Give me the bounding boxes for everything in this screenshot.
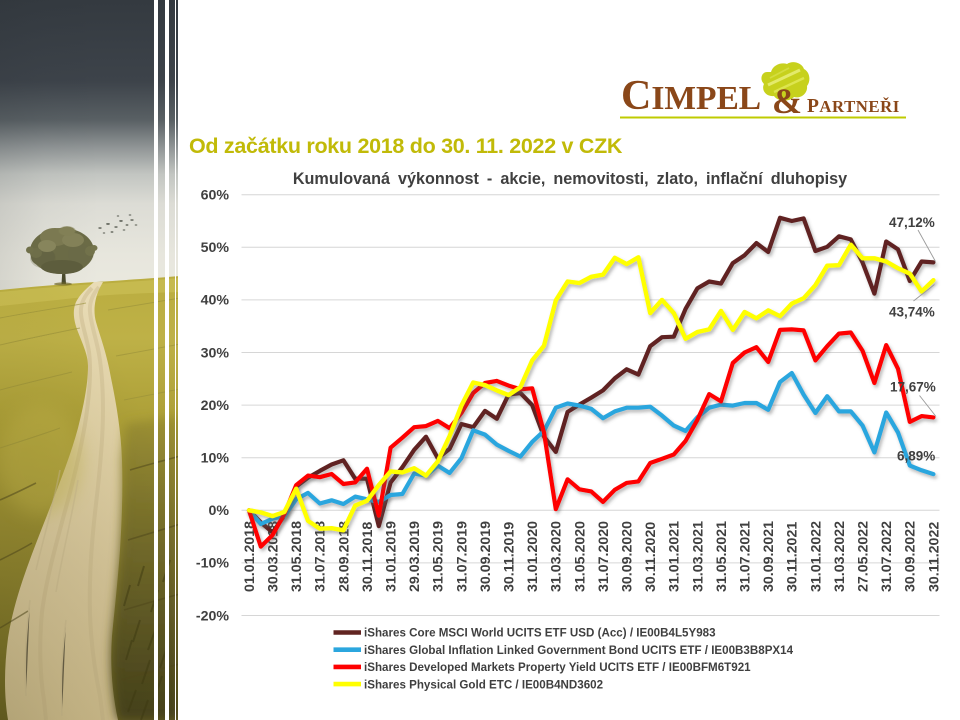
svg-text:iShares Developed Markets Prop: iShares Developed Markets Property Yield… bbox=[364, 661, 751, 674]
svg-text:30.11.2020: 30.11.2020 bbox=[643, 522, 659, 592]
svg-text:iShares Physical Gold ETC / IE: iShares Physical Gold ETC / IE00B4ND3602 bbox=[364, 678, 603, 691]
svg-text:-20%: -20% bbox=[196, 608, 230, 624]
svg-text:31.05.2021: 31.05.2021 bbox=[714, 521, 730, 592]
svg-text:29.03.2019: 29.03.2019 bbox=[407, 521, 423, 592]
svg-text:30.09.2020: 30.09.2020 bbox=[620, 521, 636, 592]
svg-text:40%: 40% bbox=[201, 293, 230, 309]
svg-text:31.01.2019: 31.01.2019 bbox=[384, 521, 400, 592]
svg-text:31.07.2019: 31.07.2019 bbox=[454, 521, 470, 592]
svg-text:0%: 0% bbox=[208, 503, 229, 519]
svg-text:6,89%: 6,89% bbox=[897, 449, 935, 464]
svg-text:31.03.2020: 31.03.2020 bbox=[549, 521, 565, 592]
svg-text:50%: 50% bbox=[201, 240, 230, 256]
svg-text:31.05.2018: 31.05.2018 bbox=[289, 521, 305, 592]
svg-text:60%: 60% bbox=[201, 188, 230, 204]
svg-text:30.09.2019: 30.09.2019 bbox=[478, 521, 494, 592]
svg-text:01.01.2018: 01.01.2018 bbox=[242, 521, 258, 592]
svg-text:31.03.2022: 31.03.2022 bbox=[832, 521, 848, 592]
svg-text:27.05.2022: 27.05.2022 bbox=[856, 521, 872, 592]
svg-text:iShares Global Inflation Linke: iShares Global Inflation Linked Governme… bbox=[364, 644, 794, 657]
svg-text:30%: 30% bbox=[201, 345, 230, 361]
svg-text:31.07.2022: 31.07.2022 bbox=[879, 521, 895, 592]
svg-text:43,74%: 43,74% bbox=[889, 305, 935, 320]
svg-text:31.03.2021: 31.03.2021 bbox=[690, 521, 706, 592]
svg-text:-10%: -10% bbox=[196, 556, 230, 572]
svg-text:47,12%: 47,12% bbox=[889, 215, 935, 230]
svg-text:31.01.2021: 31.01.2021 bbox=[667, 521, 683, 592]
svg-text:31.07.2018: 31.07.2018 bbox=[313, 521, 329, 592]
svg-text:iShares Core MSCI World UCITS: iShares Core MSCI World UCITS ETF USD (A… bbox=[364, 627, 716, 640]
svg-text:31.01.2020: 31.01.2020 bbox=[525, 521, 541, 592]
svg-text:31.01.2022: 31.01.2022 bbox=[808, 521, 824, 592]
svg-text:30.11.2018: 30.11.2018 bbox=[360, 522, 376, 592]
svg-text:31.07.2021: 31.07.2021 bbox=[738, 521, 754, 592]
svg-text:17,67%: 17,67% bbox=[890, 380, 936, 395]
svg-text:31.07.2020: 31.07.2020 bbox=[596, 521, 612, 592]
svg-text:30.09.2021: 30.09.2021 bbox=[761, 521, 777, 592]
svg-text:20%: 20% bbox=[201, 398, 230, 414]
svg-text:30.09.2022: 30.09.2022 bbox=[903, 521, 919, 592]
svg-text:31.05.2019: 31.05.2019 bbox=[431, 521, 447, 592]
svg-text:10%: 10% bbox=[201, 451, 230, 467]
svg-text:30.11.2022: 30.11.2022 bbox=[926, 522, 942, 592]
svg-text:28.09.2018: 28.09.2018 bbox=[336, 521, 352, 592]
svg-text:31.05.2020: 31.05.2020 bbox=[572, 521, 588, 592]
svg-text:30.11.2019: 30.11.2019 bbox=[502, 522, 518, 592]
svg-text:30.11.2021: 30.11.2021 bbox=[785, 522, 801, 592]
